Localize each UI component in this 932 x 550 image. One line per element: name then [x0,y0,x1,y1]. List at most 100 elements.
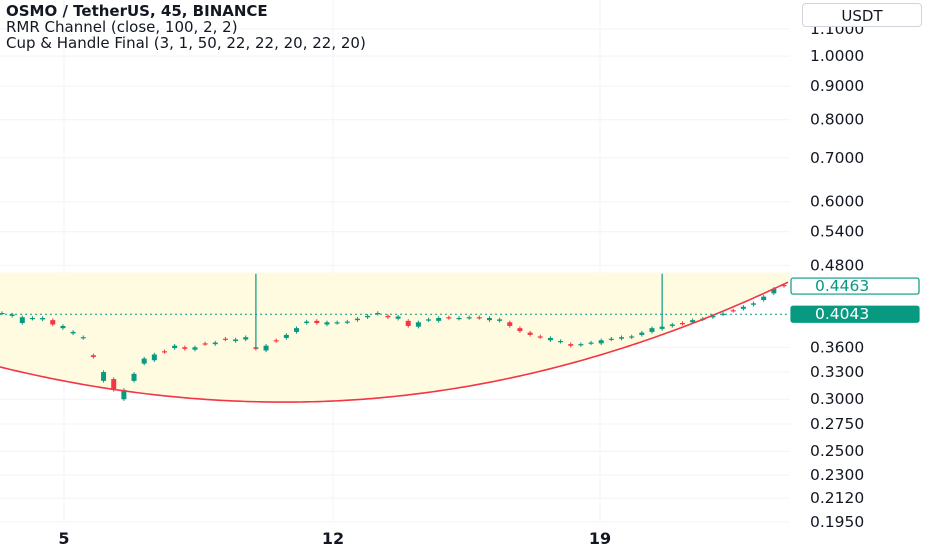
price-tag-label: 0.4463 [815,277,869,295]
candle-body [527,332,533,335]
candle-body [497,319,503,321]
candle-body [182,347,188,349]
candle-body [324,322,330,325]
candle-body [649,328,655,332]
candle-body [395,316,401,319]
candle-body [598,340,604,344]
price-tick-label: 0.9000 [810,77,864,95]
candle-body [304,321,310,324]
candle-body [679,323,685,325]
candle-body [151,354,157,361]
candle-body [9,314,15,316]
candle-body [222,338,228,340]
price-tick-label: 0.4800 [810,256,864,274]
price-tick-label: 0.1950 [810,513,864,531]
candle-body [243,337,249,340]
price-tick-label: 0.7000 [810,149,864,167]
candle-body [212,342,218,345]
candle-body [436,317,442,321]
candle-body [578,344,584,346]
candle-body [415,322,421,327]
candle-body [781,284,787,287]
symbol-title[interactable]: OSMO / TetherUS, 45, BINANCE [6,2,268,20]
candle-body [40,317,46,320]
candle-body [19,317,25,324]
candle-body [70,331,76,334]
candle-body [639,332,645,335]
candle-body [60,325,66,329]
price-tick-label: 0.2500 [810,442,864,460]
candle-body [426,319,432,321]
candle-body [761,296,767,300]
candle-body [233,339,239,342]
indicator-cup-handle[interactable]: Cup & Handle Final (3, 1, 50, 22, 22, 20… [6,34,366,52]
candle-body [619,337,625,339]
candle-body [273,340,279,342]
time-tick-label: 19 [589,529,611,548]
candle-body [588,342,594,344]
price-tick-label: 0.3000 [810,390,864,408]
candle-body [314,320,320,324]
candle-body [547,337,553,341]
candle-body [456,317,462,320]
candle-body [740,306,746,309]
candle-body [385,315,391,318]
currency-button[interactable]: USDT [802,3,922,27]
candle-body [121,389,127,400]
time-tick-label: 5 [58,529,69,548]
candle-body [669,324,675,326]
candle-body [334,322,340,324]
candle-body [375,313,381,315]
candle-body [90,355,96,357]
candle-body [629,336,635,338]
price-tags: 0.4463 0.4043 [790,277,920,323]
candle-body [172,345,178,349]
candle-body [720,313,726,315]
chart-legend: OSMO / TetherUS, 45, BINANCE RMR Channel… [6,3,366,51]
price-tick-label: 0.2750 [810,415,864,433]
candle-body [80,337,86,339]
price-tick-label: 0.3600 [810,338,864,356]
price-tag-box [790,305,920,323]
time-tick-label: 12 [322,529,344,548]
candle-body [568,344,574,346]
candle-body [751,303,757,305]
candle-body [405,320,411,326]
candle-body [659,326,665,329]
price-tick-label: 0.2120 [810,489,864,507]
candle-body [558,341,564,343]
candle-body [608,338,614,340]
candle-body [202,343,208,345]
candle-body [486,317,492,321]
time-axis: 5 12 19 [58,529,611,548]
candle-body [365,315,371,318]
candle-body [710,315,716,318]
candle-body [446,317,452,319]
candle-body [29,317,35,320]
candle-body [294,328,300,332]
candle-body [192,347,198,350]
candle-body [730,310,736,312]
price-tick-label: 1.0000 [810,47,864,65]
price-tick-label: 0.5400 [810,223,864,241]
price-tag-box [790,277,920,295]
candle-body [161,351,167,353]
candle-body [690,320,696,323]
candle-body [131,373,137,381]
candle-body [101,372,107,381]
handle-zone [0,272,790,403]
price-tick-label: 0.2300 [810,466,864,484]
candle-body [263,345,269,351]
price-tick-label: 0.8000 [810,111,864,129]
indicator-rmr-channel[interactable]: RMR Channel (close, 100, 2, 2) [6,18,238,36]
candle-body [507,322,513,326]
candle-body [354,318,360,321]
candle-body [141,358,147,364]
candle-body [344,321,350,323]
candle-body [771,288,777,294]
price-tick-label: 0.3300 [810,363,864,381]
candle-body [537,336,543,338]
candle-body [476,317,482,319]
candle-body [0,313,5,315]
